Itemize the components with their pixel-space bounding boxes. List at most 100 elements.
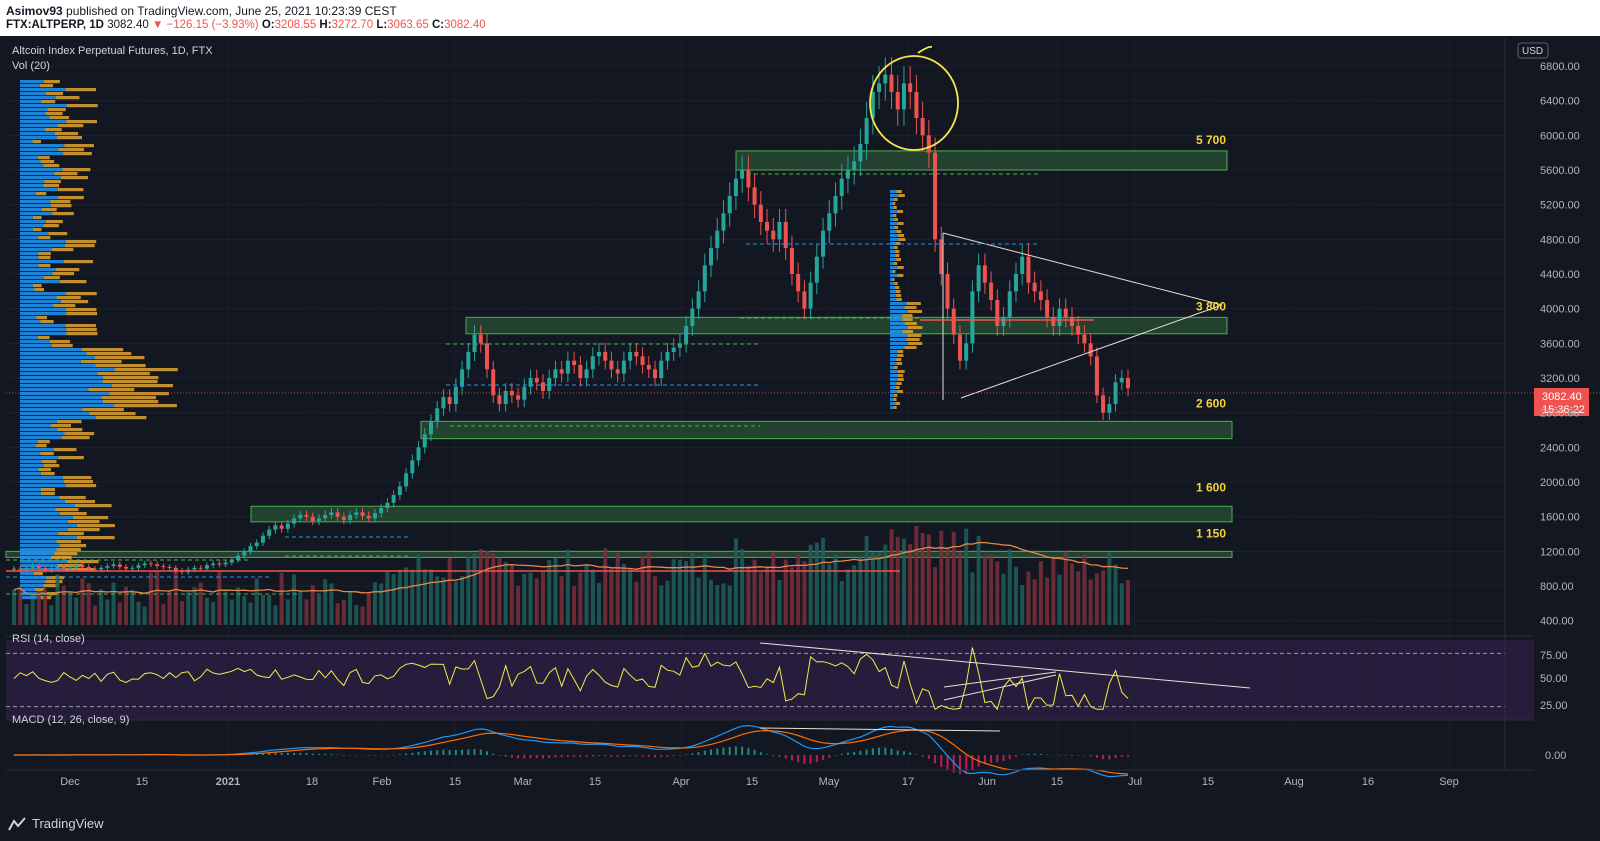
volume-bar [559,576,564,625]
volume-profile-bar [894,226,899,229]
volume-profile-bar [20,376,104,380]
volume-profile-bar [72,516,109,520]
volume-bar [696,577,701,625]
macd-histogram-bar [734,746,737,755]
candle-body [254,542,259,547]
macd-histogram-bar [846,752,849,755]
volume-profile-bar [45,220,63,224]
volume-profile-bar [20,584,44,588]
volume-profile-bar [893,406,897,409]
time-tick-label: Dec [60,776,80,788]
volume-bar [155,571,160,625]
macd-histogram-bar [703,750,706,755]
volume-profile-bar [63,480,93,484]
volume-profile-bar [20,492,41,496]
macd-histogram-bar [373,755,376,756]
volume-profile-bar [65,324,96,328]
candle-body [466,352,471,370]
volume-bar [260,594,265,625]
volume-profile-bar [20,464,44,468]
volume-profile-bar [895,254,900,257]
volume-profile-bar [63,260,93,264]
volume-profile-bar [20,84,40,88]
volume-profile-bar [35,444,47,448]
candle-body [1113,382,1118,404]
candle-body [260,535,265,543]
low-value: 3063.65 [387,19,429,31]
macd-histogram-bar [355,755,358,756]
volume-bar [304,599,309,625]
volume-bar [808,544,813,625]
volume-bar [802,561,807,625]
volume-profile-bar [890,390,898,393]
volume-bar [99,589,104,625]
volume-bar [572,586,577,625]
candle-body [1069,317,1074,326]
macd-histogram-bar [971,755,974,771]
candle-body [279,525,284,529]
volume-bar [945,548,950,625]
volume-bar [316,593,321,625]
time-tick-label: 15 [746,776,758,788]
volume-profile-bar [890,294,897,297]
volume-profile-bar [896,230,902,233]
macd-histogram-bar [672,755,675,756]
macd-histogram-bar [1095,755,1098,758]
volume-bar [821,537,826,625]
volume-profile-bar [904,322,917,325]
tradingview-logo[interactable]: TradingView [8,816,104,831]
macd-histogram-bar [1064,754,1067,756]
volume-profile-bar [48,232,68,236]
volume-profile-bar [904,346,917,349]
candle-body [597,352,602,357]
volume-profile-bar [20,132,55,136]
price-badge-bg [1534,388,1589,416]
brand-text: TradingView [32,816,104,831]
volume-profile-bar [20,508,56,512]
candle-body [285,523,290,529]
candle-body [646,365,651,370]
macd-trendline [759,727,1001,732]
volume-bar [267,595,272,625]
volume-label: Vol (20) [12,60,50,72]
macd-histogram-bar [361,755,364,756]
candle-body [920,118,925,136]
author-name[interactable]: Asimov93 [6,4,63,18]
volume-profile-bar [20,128,46,132]
volume-profile-bar [20,240,66,244]
candle-body [901,83,906,110]
volume-bar [628,568,633,625]
publication-line: Asimov93 published on TradingView.com, J… [6,4,397,18]
price-tick-label: 2800.00 [1540,408,1580,420]
volume-profile-bar [49,340,70,344]
volume-profile-bar [20,228,33,232]
volume-profile-bar [890,394,895,397]
volume-profile-bar [38,252,51,256]
time-tick-label: 15 [1202,776,1214,788]
volume-bar [329,583,334,625]
volume-profile-bar [20,412,90,416]
volume-bar [80,578,85,625]
volume-profile-bar [43,584,59,588]
volume-profile-bar [902,314,913,317]
volume-bar [18,586,23,625]
macd-histogram-bar [859,750,862,755]
open-label: O: [261,19,275,31]
symbol-label: FTX:ALTPERP, 1D [6,19,104,31]
volume-bar [12,589,16,625]
volume-profile-bar [896,382,902,385]
volume-bar [721,583,726,625]
volume-bar [142,606,147,625]
macd-histogram-bar [1021,754,1024,755]
time-tick-label: Aug [1284,776,1304,788]
candle-body [665,352,670,361]
candle-body [634,352,639,357]
volume-bar [771,551,776,625]
candle-body [192,567,197,570]
volume-bar [783,559,788,625]
volume-bar [441,577,446,625]
macd-histogram-bar [467,749,470,755]
volume-bar [665,580,670,625]
volume-profile-bar [20,544,60,548]
